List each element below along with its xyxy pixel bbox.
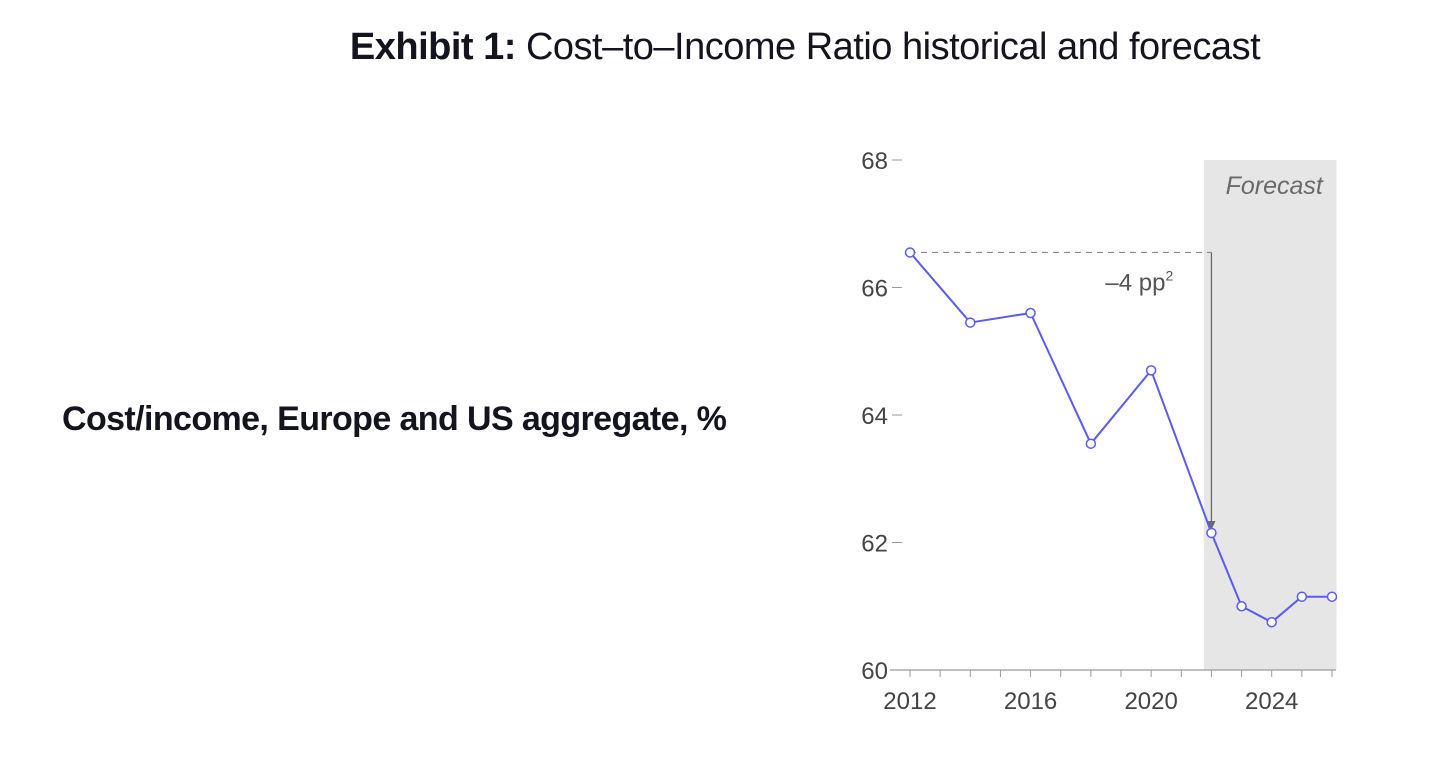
x-tick-label-2024: 2024 <box>1245 688 1298 715</box>
chart-title: Exhibit 1: Cost–to–Income Ratio historic… <box>0 26 1456 69</box>
data-point-2016 <box>1025 307 1036 319</box>
title-text: Cost–to–Income Ratio historical and fore… <box>515 26 1261 68</box>
forecast-label: Forecast <box>1226 172 1324 200</box>
annotation-label: –4 pp2 <box>1105 267 1173 296</box>
axes: 2012 2016 2020 2024 60 62 64 66 68 <box>861 148 1336 715</box>
y-axis-description: Cost/income, Europe and US aggregate, % <box>62 400 727 438</box>
data-point-2012 <box>904 247 916 258</box>
forecast-region <box>1203 160 1337 670</box>
x-tick-label-2012: 2012 <box>883 688 936 715</box>
y-tick-label-60: 60 <box>861 658 888 685</box>
line-chart: Forecast 2012 2016 2020 2024 60 62 64 66 68 –4 p… <box>861 148 1338 715</box>
series-line <box>909 251 1332 624</box>
data-point-2018 <box>1085 438 1097 449</box>
y-tick-label-62: 62 <box>861 531 888 558</box>
data-points <box>904 247 1338 628</box>
annotation-superscript: 2 <box>1165 267 1173 283</box>
y-tick-label-66: 66 <box>861 276 888 303</box>
data-point-2022 <box>1206 527 1217 539</box>
data-point-2023 <box>1236 601 1247 612</box>
data-point-2014 <box>965 317 976 328</box>
data-point-2026 <box>1326 591 1338 602</box>
x-tick-label-2016: 2016 <box>1004 688 1057 715</box>
y-tick-label-68: 68 <box>861 148 888 175</box>
data-point-2025 <box>1296 591 1308 602</box>
x-tick-label-2020: 2020 <box>1124 688 1177 715</box>
annotation-value: –4 pp <box>1105 269 1165 296</box>
annotation-arrowhead <box>1207 520 1216 530</box>
exhibit-label: Exhibit 1: <box>349 26 517 68</box>
data-point-2024 <box>1266 616 1277 628</box>
data-point-2020 <box>1145 365 1157 376</box>
y-tick-label-64: 64 <box>861 403 888 430</box>
